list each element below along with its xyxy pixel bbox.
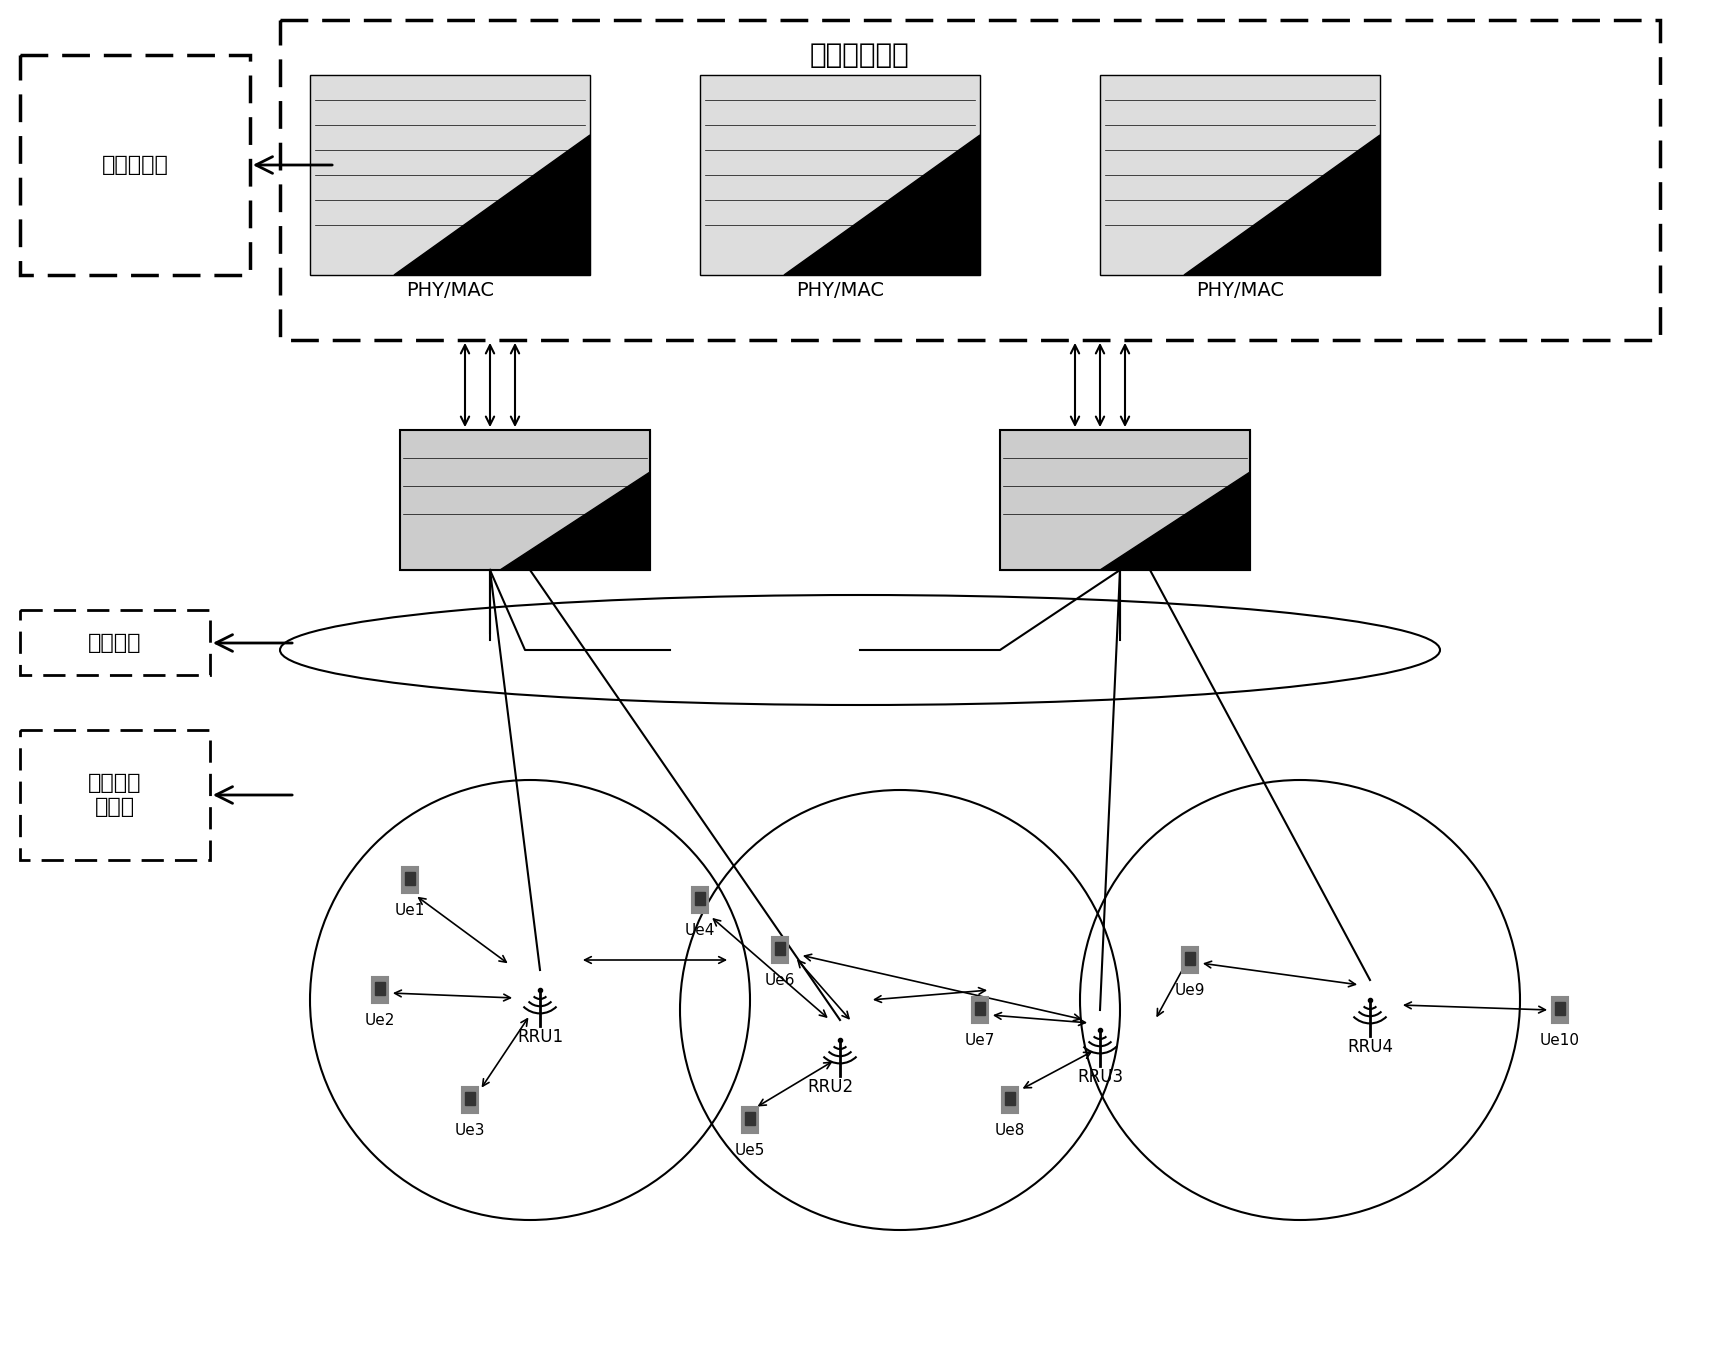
Text: PHY/MAC: PHY/MAC <box>796 281 884 300</box>
Text: Ue2: Ue2 <box>364 1013 395 1028</box>
Bar <box>375 982 385 994</box>
Bar <box>373 977 387 1004</box>
Bar <box>465 1092 475 1105</box>
Bar <box>972 997 988 1023</box>
Polygon shape <box>784 135 979 276</box>
Bar <box>1100 76 1380 276</box>
Text: Ue7: Ue7 <box>965 1034 995 1048</box>
Text: Ue8: Ue8 <box>995 1123 1026 1138</box>
Bar <box>311 76 591 276</box>
Bar <box>746 1112 755 1125</box>
Bar <box>402 867 418 893</box>
Bar <box>401 430 649 570</box>
Polygon shape <box>501 471 649 570</box>
Polygon shape <box>394 135 591 276</box>
Text: PHY/MAC: PHY/MAC <box>406 281 494 300</box>
Bar <box>743 1106 758 1133</box>
Text: Ue1: Ue1 <box>395 902 425 917</box>
Bar <box>1100 76 1380 276</box>
Bar <box>1002 1086 1017 1113</box>
Text: RRU3: RRU3 <box>1078 1069 1123 1086</box>
Text: RRU1: RRU1 <box>516 1028 563 1046</box>
Bar <box>699 76 979 276</box>
Bar <box>693 886 708 913</box>
Bar <box>401 430 649 570</box>
Polygon shape <box>1185 135 1380 276</box>
Text: Ue4: Ue4 <box>686 923 715 938</box>
Text: 虚拟基站集群: 虚拟基站集群 <box>810 41 910 69</box>
Text: Ue3: Ue3 <box>454 1123 485 1138</box>
Bar <box>1553 997 1568 1023</box>
Bar <box>772 936 788 963</box>
Text: RRU4: RRU4 <box>1347 1038 1394 1056</box>
Bar <box>1000 430 1250 570</box>
Bar <box>406 871 414 885</box>
Bar <box>1556 1002 1565 1015</box>
Text: 光传输网: 光传输网 <box>88 634 142 653</box>
Bar <box>1000 430 1250 570</box>
Bar <box>1183 947 1199 973</box>
Bar <box>311 76 591 276</box>
Bar <box>976 1002 984 1015</box>
Text: 基带资源池: 基带资源池 <box>102 155 169 176</box>
Text: PHY/MAC: PHY/MAC <box>1197 281 1283 300</box>
Text: 分布式无
线网络: 分布式无 线网络 <box>88 773 142 816</box>
Bar <box>1005 1092 1015 1105</box>
Text: Ue10: Ue10 <box>1540 1034 1580 1048</box>
Text: Ue6: Ue6 <box>765 973 794 988</box>
Bar <box>463 1086 478 1113</box>
Polygon shape <box>1100 471 1250 570</box>
Text: Ue5: Ue5 <box>734 1143 765 1158</box>
Bar <box>775 942 784 955</box>
Text: Ue9: Ue9 <box>1174 984 1205 998</box>
Bar <box>1185 952 1195 965</box>
Bar <box>696 892 705 905</box>
Text: RRU2: RRU2 <box>807 1078 853 1096</box>
Bar <box>699 76 979 276</box>
